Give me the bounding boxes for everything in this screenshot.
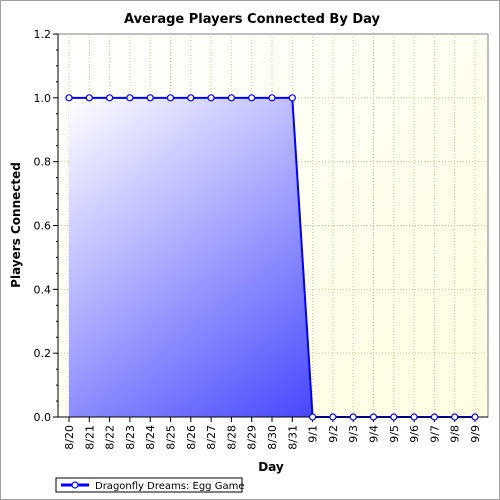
x-tick-label: 9/5 [388, 425, 401, 443]
x-tick-label: 9/9 [469, 425, 482, 443]
y-tick-label: 0.2 [34, 347, 52, 360]
x-tick-label: 8/25 [165, 425, 178, 450]
data-point [166, 94, 175, 102]
x-tick-label: 9/8 [449, 425, 462, 443]
data-point [471, 413, 479, 421]
data-point [329, 413, 337, 421]
x-tick-label: 8/26 [185, 425, 198, 450]
x-tick-label: 9/3 [347, 425, 360, 443]
y-tick-label: 1.2 [34, 28, 52, 41]
x-tick-label: 8/31 [286, 425, 299, 450]
data-point [268, 94, 276, 102]
data-point [85, 94, 93, 102]
x-tick-label: 8/21 [83, 425, 96, 450]
x-tick-label: 9/1 [307, 425, 320, 443]
data-point [207, 94, 215, 102]
data-point [105, 94, 114, 102]
legend-label: Dragonfly Dreams: Egg Game [95, 481, 244, 492]
x-tick-label: 8/24 [144, 425, 157, 450]
x-tick-label: 8/28 [225, 425, 238, 450]
x-tick-label: 8/20 [63, 425, 76, 450]
x-tick-label: 9/7 [428, 425, 441, 443]
data-point [410, 413, 418, 421]
data-point [65, 94, 73, 102]
legend-marker-swatch [71, 481, 79, 489]
y-tick-label: 1.0 [34, 92, 52, 105]
x-tick-label: 9/2 [327, 425, 340, 443]
data-point [146, 94, 154, 102]
series-area [69, 97, 475, 417]
legend-box [55, 477, 243, 493]
data-point [451, 413, 459, 421]
chart-title: Average Players Connected By Day [124, 12, 380, 27]
x-tick-label: 8/27 [205, 425, 218, 450]
y-tick-label: 0.4 [34, 283, 52, 296]
data-point [309, 413, 317, 421]
data-point [248, 94, 256, 102]
legend: Dragonfly Dreams: Egg Game [55, 477, 244, 493]
data-point [430, 413, 438, 421]
series-points [65, 94, 479, 421]
y-axis-title: Players Connected [9, 162, 23, 288]
data-point [369, 413, 378, 421]
data-point [288, 94, 296, 102]
y-axis-ticks: 0.0 0.2 0.4 0.6 0.8 1.0 1.2 [34, 28, 58, 424]
x-tick-label: 8/30 [266, 425, 279, 450]
data-point [227, 94, 235, 102]
y-tick-label: 0.0 [34, 411, 52, 424]
data-point [349, 413, 357, 421]
data-point [126, 94, 134, 102]
x-tick-label: 8/29 [246, 425, 259, 450]
x-tick-label: 9/6 [408, 425, 421, 443]
data-point [187, 94, 195, 102]
x-tick-label: 9/4 [368, 425, 381, 443]
x-tick-label: 8/23 [124, 425, 137, 450]
data-point [390, 413, 398, 421]
x-axis-ticks: 8/20 8/21 8/22 8/23 8/24 8/25 8/26 8/27 8/28 8/29… [63, 417, 482, 450]
x-tick-label: 8/22 [104, 425, 117, 450]
y-tick-label: 0.8 [34, 156, 52, 169]
y-tick-label: 0.6 [34, 220, 52, 233]
x-axis-title: Day [258, 460, 284, 474]
